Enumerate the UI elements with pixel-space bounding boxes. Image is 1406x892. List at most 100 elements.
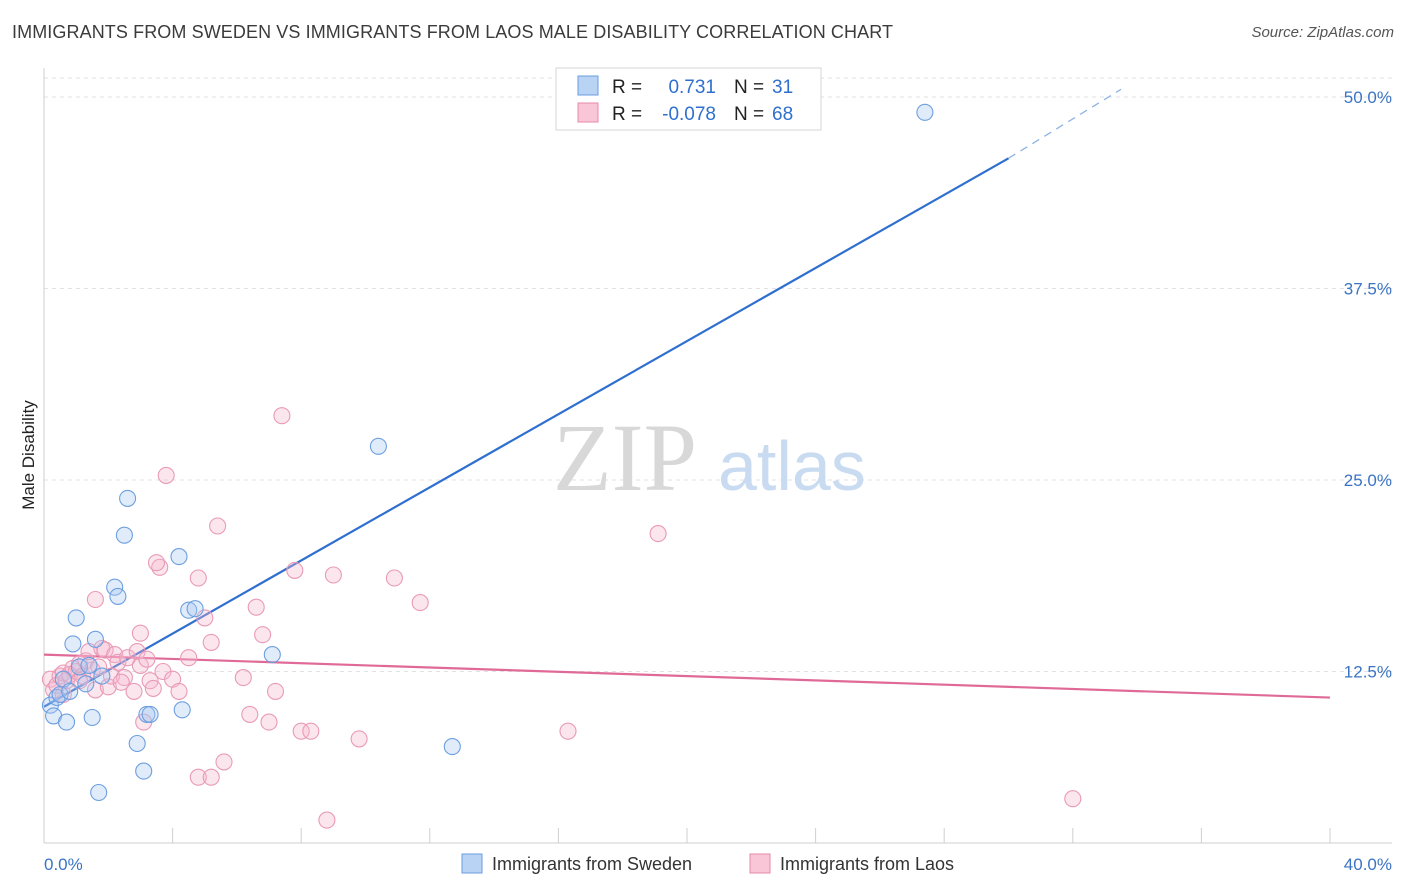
point-sweden-8 [67, 609, 85, 627]
y-axis-label: Male Disability [19, 400, 38, 510]
trend-line-sweden [43, 157, 1010, 708]
point-laos-50 [292, 722, 310, 740]
x-tick-label-right: 40.0% [1344, 855, 1392, 874]
point-laos-56 [411, 594, 429, 612]
point-sweden-16 [106, 578, 124, 596]
point-laos-55 [385, 569, 403, 587]
stats-r-label-sweden: R = [612, 77, 642, 98]
point-laos-45 [254, 626, 272, 644]
point-laos-33 [157, 466, 175, 484]
legend: Immigrants from Sweden Immigrants from L… [461, 853, 954, 874]
point-laos-54 [350, 730, 368, 748]
watermark: ZIP atlas [553, 404, 866, 511]
point-laos-41 [215, 753, 233, 771]
point-laos-19 [102, 667, 121, 685]
data-points [41, 103, 1082, 829]
point-laos-26 [131, 656, 149, 674]
point-sweden-12 [83, 708, 101, 727]
point-sweden-28 [263, 646, 281, 664]
watermark-atlas: atlas [718, 427, 866, 505]
trend-line-sweden-extension [1008, 88, 1122, 159]
point-laos-14 [86, 681, 104, 699]
point-sweden-26 [180, 601, 198, 619]
point-laos-61 [131, 624, 149, 642]
x-tick-label-left: 0.0% [44, 855, 83, 874]
point-laos-30 [144, 679, 162, 697]
point-laos-36 [180, 649, 198, 667]
point-laos-63 [202, 768, 220, 786]
point-sweden-18 [115, 526, 133, 544]
point-laos-17 [96, 641, 114, 659]
point-laos-47 [266, 682, 285, 700]
point-laos-43 [241, 705, 259, 723]
point-sweden-20 [128, 734, 146, 753]
stats-r-sweden: 0.731 [668, 77, 716, 98]
point-sweden-13 [86, 630, 104, 648]
point-laos-67 [147, 554, 166, 572]
point-laos-57 [559, 722, 577, 740]
point-laos-21 [109, 653, 127, 671]
point-laos-62 [189, 768, 207, 786]
stats-r-label-laos: R = [612, 104, 642, 125]
y-tick-label-1: 25.0% [1344, 471, 1392, 490]
point-laos-42 [234, 669, 252, 687]
point-laos-52 [318, 811, 336, 829]
legend-label-laos: Immigrants from Laos [780, 854, 954, 874]
point-laos-18 [99, 678, 117, 696]
point-sweden-30 [443, 738, 461, 756]
stats-r-laos: -0.078 [662, 104, 716, 125]
y-tick-label-3: 50.0% [1344, 88, 1392, 107]
point-laos-31 [151, 558, 169, 576]
point-laos-23 [119, 649, 137, 667]
point-sweden-5 [57, 713, 76, 731]
stats-n-label-sweden: N = [734, 77, 764, 98]
point-laos-44 [247, 598, 265, 616]
point-sweden-23 [141, 705, 159, 723]
chart-title: IMMIGRANTS FROM SWEDEN VS IMMIGRANTS FRO… [12, 22, 894, 42]
legend-label-sweden: Immigrants from Sweden [492, 854, 692, 874]
stats-n-label-laos: N = [734, 104, 764, 125]
y-tick-label-0: 12.5% [1344, 663, 1392, 682]
point-laos-60 [86, 590, 104, 609]
point-sweden-24 [170, 548, 188, 566]
point-sweden-29 [369, 437, 387, 455]
point-sweden-25 [173, 701, 191, 719]
point-laos-53 [324, 566, 342, 584]
point-sweden-19 [119, 489, 137, 507]
point-sweden-31 [916, 103, 934, 121]
point-sweden-7 [64, 635, 82, 653]
y-tick-labels: 12.5% 25.0% 37.5% 50.0% [1344, 88, 1392, 682]
point-laos-48 [273, 407, 291, 425]
watermark-zip: ZIP [553, 404, 697, 511]
gridlines [44, 77, 1392, 672]
point-laos-24 [125, 682, 143, 700]
source-label: Source: ZipAtlas.com [1251, 24, 1394, 41]
point-sweden-21 [135, 762, 153, 780]
point-laos-64 [112, 673, 130, 691]
legend-swatch-sweden [461, 853, 483, 874]
point-laos-39 [202, 633, 220, 651]
point-laos-49 [286, 561, 304, 579]
point-sweden-6 [61, 682, 79, 700]
stats-n-laos: 68 [772, 104, 793, 125]
stats-n-sweden: 31 [772, 77, 793, 98]
point-laos-28 [138, 650, 156, 668]
point-sweden-27 [186, 600, 204, 618]
x-tick-labels: 0.0% 40.0% [44, 855, 1392, 874]
y-tick-label-2: 37.5% [1344, 280, 1392, 299]
trend-lines [43, 88, 1331, 708]
point-laos-22 [115, 669, 133, 687]
point-laos-58 [649, 525, 667, 543]
point-laos-46 [260, 713, 278, 731]
trend-line-laos [43, 653, 1331, 699]
point-sweden-15 [93, 667, 111, 685]
point-sweden-10 [77, 675, 95, 693]
stats-box: R = 0.731 N = 31 R = -0.078 N = 68 [555, 67, 822, 131]
point-sweden-14 [90, 783, 108, 802]
stats-swatch-laos [577, 102, 599, 123]
point-laos-37 [189, 569, 207, 587]
point-laos-35 [170, 682, 188, 700]
point-laos-51 [302, 722, 320, 740]
point-laos-59 [1064, 790, 1082, 808]
